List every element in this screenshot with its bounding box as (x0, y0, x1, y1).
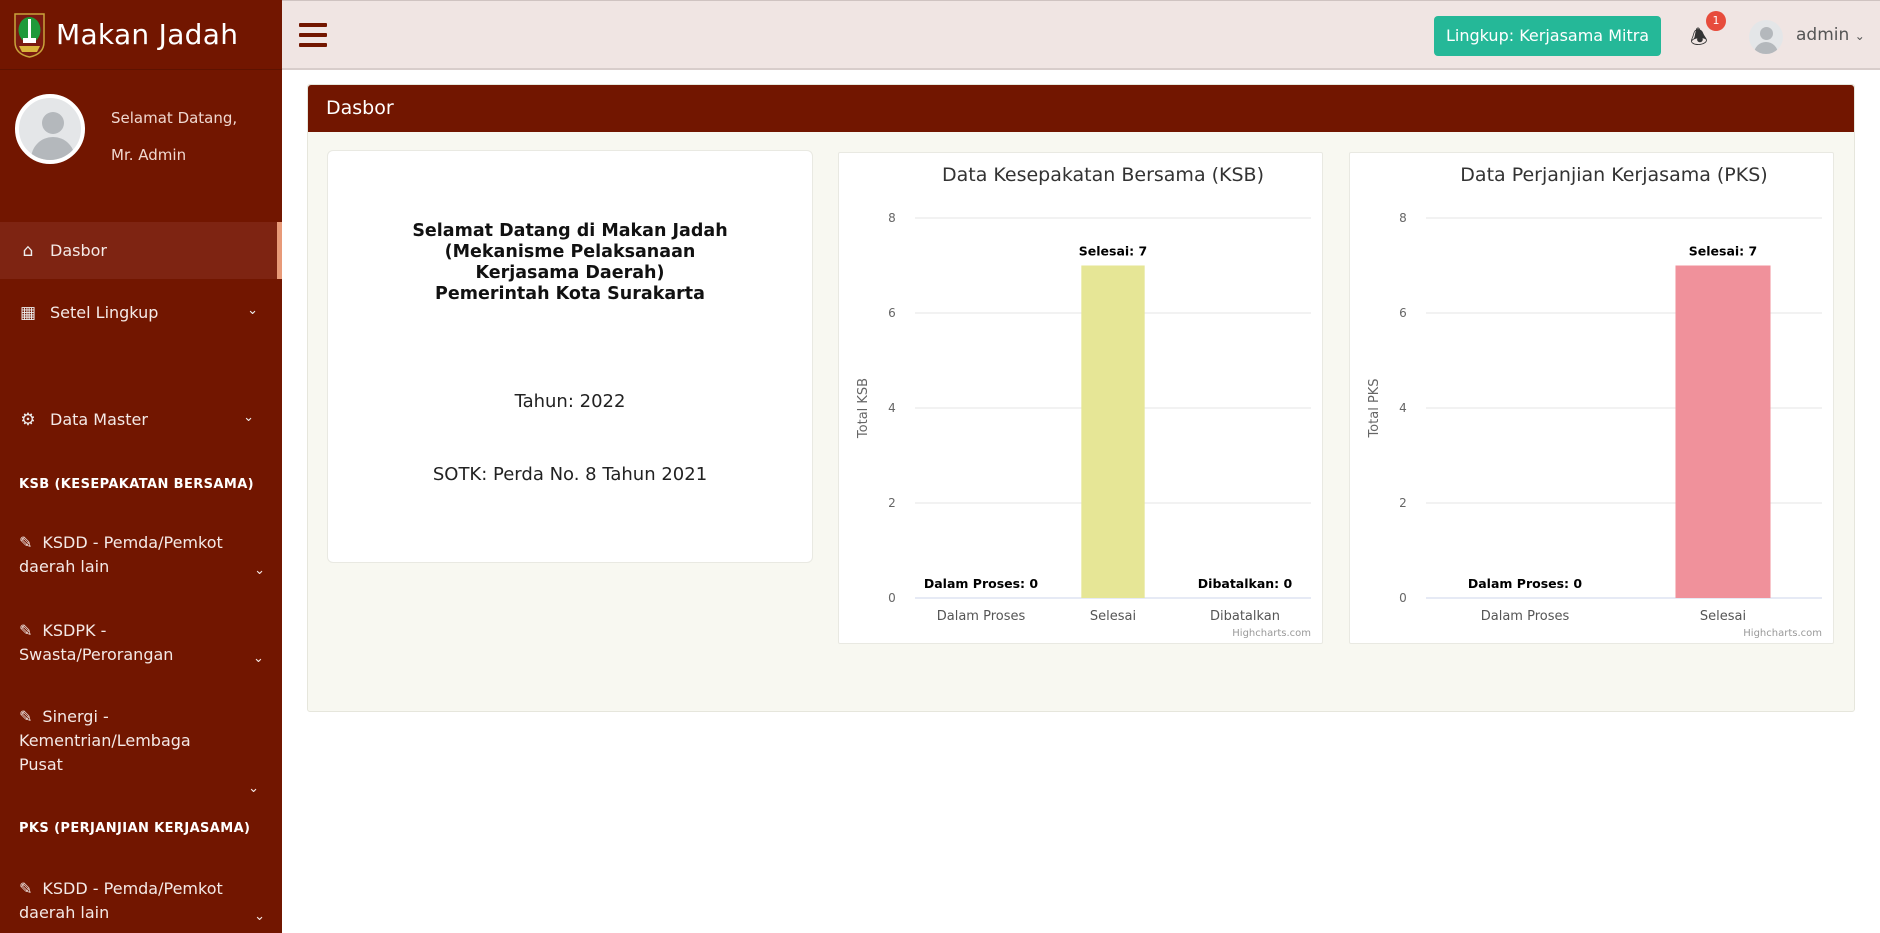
bar (1081, 265, 1145, 598)
sidebar-item-label: Sinergi - Kementrian/Lembaga Pusat (19, 707, 191, 774)
ksb-chart-svg: Data Kesepakatan Bersama (KSB) 0 2 4 6 8 Total… (856, 164, 1311, 639)
y-axis-title: Total PKS (1367, 378, 1382, 438)
sidebar-item-ksb-ksdpk[interactable]: ✎ KSDPK - Swasta/Perorangan ⌄ (19, 619, 264, 667)
pks-chart-svg: Data Perjanjian Kerjasama (PKS) 0 2 4 6 8 Tota… (1367, 164, 1822, 639)
home-icon: ⌂ (22, 240, 34, 261)
year-text: Tahun: 2022 (514, 391, 626, 412)
y-tick-label: 0 (1399, 591, 1407, 605)
chevron-down-icon: ⌄ (243, 410, 254, 425)
hamburger-menu-icon[interactable] (299, 23, 327, 47)
chevron-down-icon: ⌄ (1854, 29, 1865, 43)
dashboard-panel: Dasbor Selamat Datang di Makan Jadah (Me… (307, 84, 1855, 712)
city-emblem-logo (14, 12, 45, 58)
sotk-text: SOTK: Perda No. 8 Tahun 2021 (432, 464, 708, 485)
sidebar-item-setel-lingkup[interactable]: ▦ Setel Lingkup ⌄ (0, 303, 282, 323)
y-axis-title: Total KSB (856, 378, 871, 439)
chart-title: Data Perjanjian Kerjasama (PKS) (1460, 164, 1767, 186)
edit-icon: ✎ (19, 879, 33, 898)
sidebar-item-label: Setel Lingkup (50, 303, 159, 322)
user-avatar[interactable] (1749, 20, 1783, 54)
x-tick-label: Dibatalkan (1210, 609, 1280, 624)
x-tick-label: Dalam Proses (1481, 609, 1570, 624)
welcome-title-line: Pemerintah Kota Surakarta (435, 284, 705, 304)
sidebar-item-pks-ksdd[interactable]: ✎ KSDD - Pemda/Pemkot daerah lain ⌄ (19, 877, 265, 925)
chevron-down-icon: ⌄ (248, 781, 259, 796)
chart-credit: Highcharts.com (1232, 628, 1311, 639)
data-label: Selesai: 7 (1689, 244, 1757, 259)
edit-icon: ✎ (19, 707, 33, 726)
sidebar-item-label: KSDPK - Swasta/Perorangan (19, 621, 174, 664)
welcome-title: Selamat Datang di Makan Jadah (Mekanisme… (328, 221, 812, 305)
profile-name: Mr. Admin (111, 146, 187, 164)
chevron-down-icon: ⌄ (247, 303, 258, 318)
y-tick-label: 2 (1399, 496, 1407, 510)
welcome-title-line: Kerjasama Daerah) (475, 263, 665, 283)
welcome-title-line: (Mekanisme Pelaksanaan (444, 242, 696, 262)
y-tick-label: 4 (888, 401, 896, 415)
y-tick-label: 4 (1399, 401, 1407, 415)
sidebar-item-data-master[interactable]: ⚙ Data Master ⌄ (0, 410, 282, 430)
gear-icon: ⚙ (20, 410, 36, 430)
y-tick-label: 8 (888, 211, 896, 225)
user-name: admin (1796, 25, 1850, 45)
panel-title: Dasbor (308, 85, 1854, 132)
bell-icon[interactable]: 🕭 (1690, 25, 1708, 49)
sidebar-item-ksb-sinergi[interactable]: ✎ Sinergi - Kementrian/Lembaga Pusat ⌄ (19, 705, 259, 801)
x-tick-label: Selesai (1090, 609, 1136, 624)
edit-icon: ✎ (19, 621, 33, 640)
welcome-title-line: Selamat Datang di Makan Jadah (412, 221, 728, 241)
chevron-down-icon: ⌄ (253, 651, 264, 666)
y-tick-label: 0 (888, 591, 896, 605)
section-heading-ksb: KSB (KESEPAKATAN BERSAMA) (19, 477, 255, 492)
y-tick-label: 6 (1399, 306, 1407, 320)
notification-badge: 1 (1706, 11, 1726, 31)
avatar (15, 94, 85, 164)
user-profile: Selamat Datang, Mr. Admin (15, 94, 237, 174)
bar (1675, 265, 1771, 598)
y-tick-label: 6 (888, 306, 896, 320)
chart-credit: Highcharts.com (1743, 628, 1822, 639)
brand[interactable]: Makan Jadah (0, 0, 282, 70)
pks-chart: Data Perjanjian Kerjasama (PKS) 0 2 4 6 8 Tota… (1349, 152, 1834, 644)
data-label: Selesai: 7 (1079, 244, 1147, 259)
sidebar-item-label: Data Master (50, 410, 148, 429)
app-title: Makan Jadah (56, 18, 239, 51)
y-tick-label: 8 (1399, 211, 1407, 225)
user-menu[interactable]: admin ⌄ (1796, 25, 1865, 45)
greeting-text: Selamat Datang, (111, 109, 238, 127)
chevron-down-icon: ⌄ (254, 909, 265, 924)
scope-button[interactable]: Lingkup: Kerjasama Mitra (1434, 16, 1662, 56)
welcome-card: Selamat Datang di Makan Jadah (Mekanisme… (327, 150, 813, 563)
section-heading-pks: PKS (PERJANJIAN KERJASAMA) (19, 821, 251, 836)
sidebar-item-label: Dasbor (50, 241, 107, 260)
sidebar-item-label: KSDD - Pemda/Pemkot daerah lain (19, 533, 223, 576)
data-label: Dalam Proses: 0 (924, 576, 1039, 591)
sidebar-item-ksb-ksdd[interactable]: ✎ KSDD - Pemda/Pemkot daerah lain ⌄ (19, 531, 265, 579)
sidebar-item-label: KSDD - Pemda/Pemkot daerah lain (19, 879, 223, 922)
sidebar-item-dasbor[interactable]: ⌂ Dasbor (0, 222, 282, 279)
data-label: Dibatalkan: 0 (1198, 576, 1293, 591)
data-label: Dalam Proses: 0 (1468, 576, 1583, 591)
edit-icon: ✎ (19, 533, 33, 552)
x-tick-label: Dalam Proses (937, 609, 1026, 624)
ksb-chart: Data Kesepakatan Bersama (KSB) 0 2 4 6 8 Total… (838, 152, 1323, 644)
sitemap-icon: ▦ (19, 303, 37, 323)
top-navbar: Lingkup: Kerjasama Mitra 🕭 1 admin ⌄ (282, 0, 1880, 70)
y-tick-label: 2 (888, 496, 896, 510)
x-tick-label: Selesai (1700, 609, 1746, 624)
chart-title: Data Kesepakatan Bersama (KSB) (942, 164, 1264, 186)
chevron-down-icon: ⌄ (254, 563, 265, 578)
sidebar: Makan Jadah Selamat Datang, Mr. Admin ⌂ … (0, 0, 282, 933)
